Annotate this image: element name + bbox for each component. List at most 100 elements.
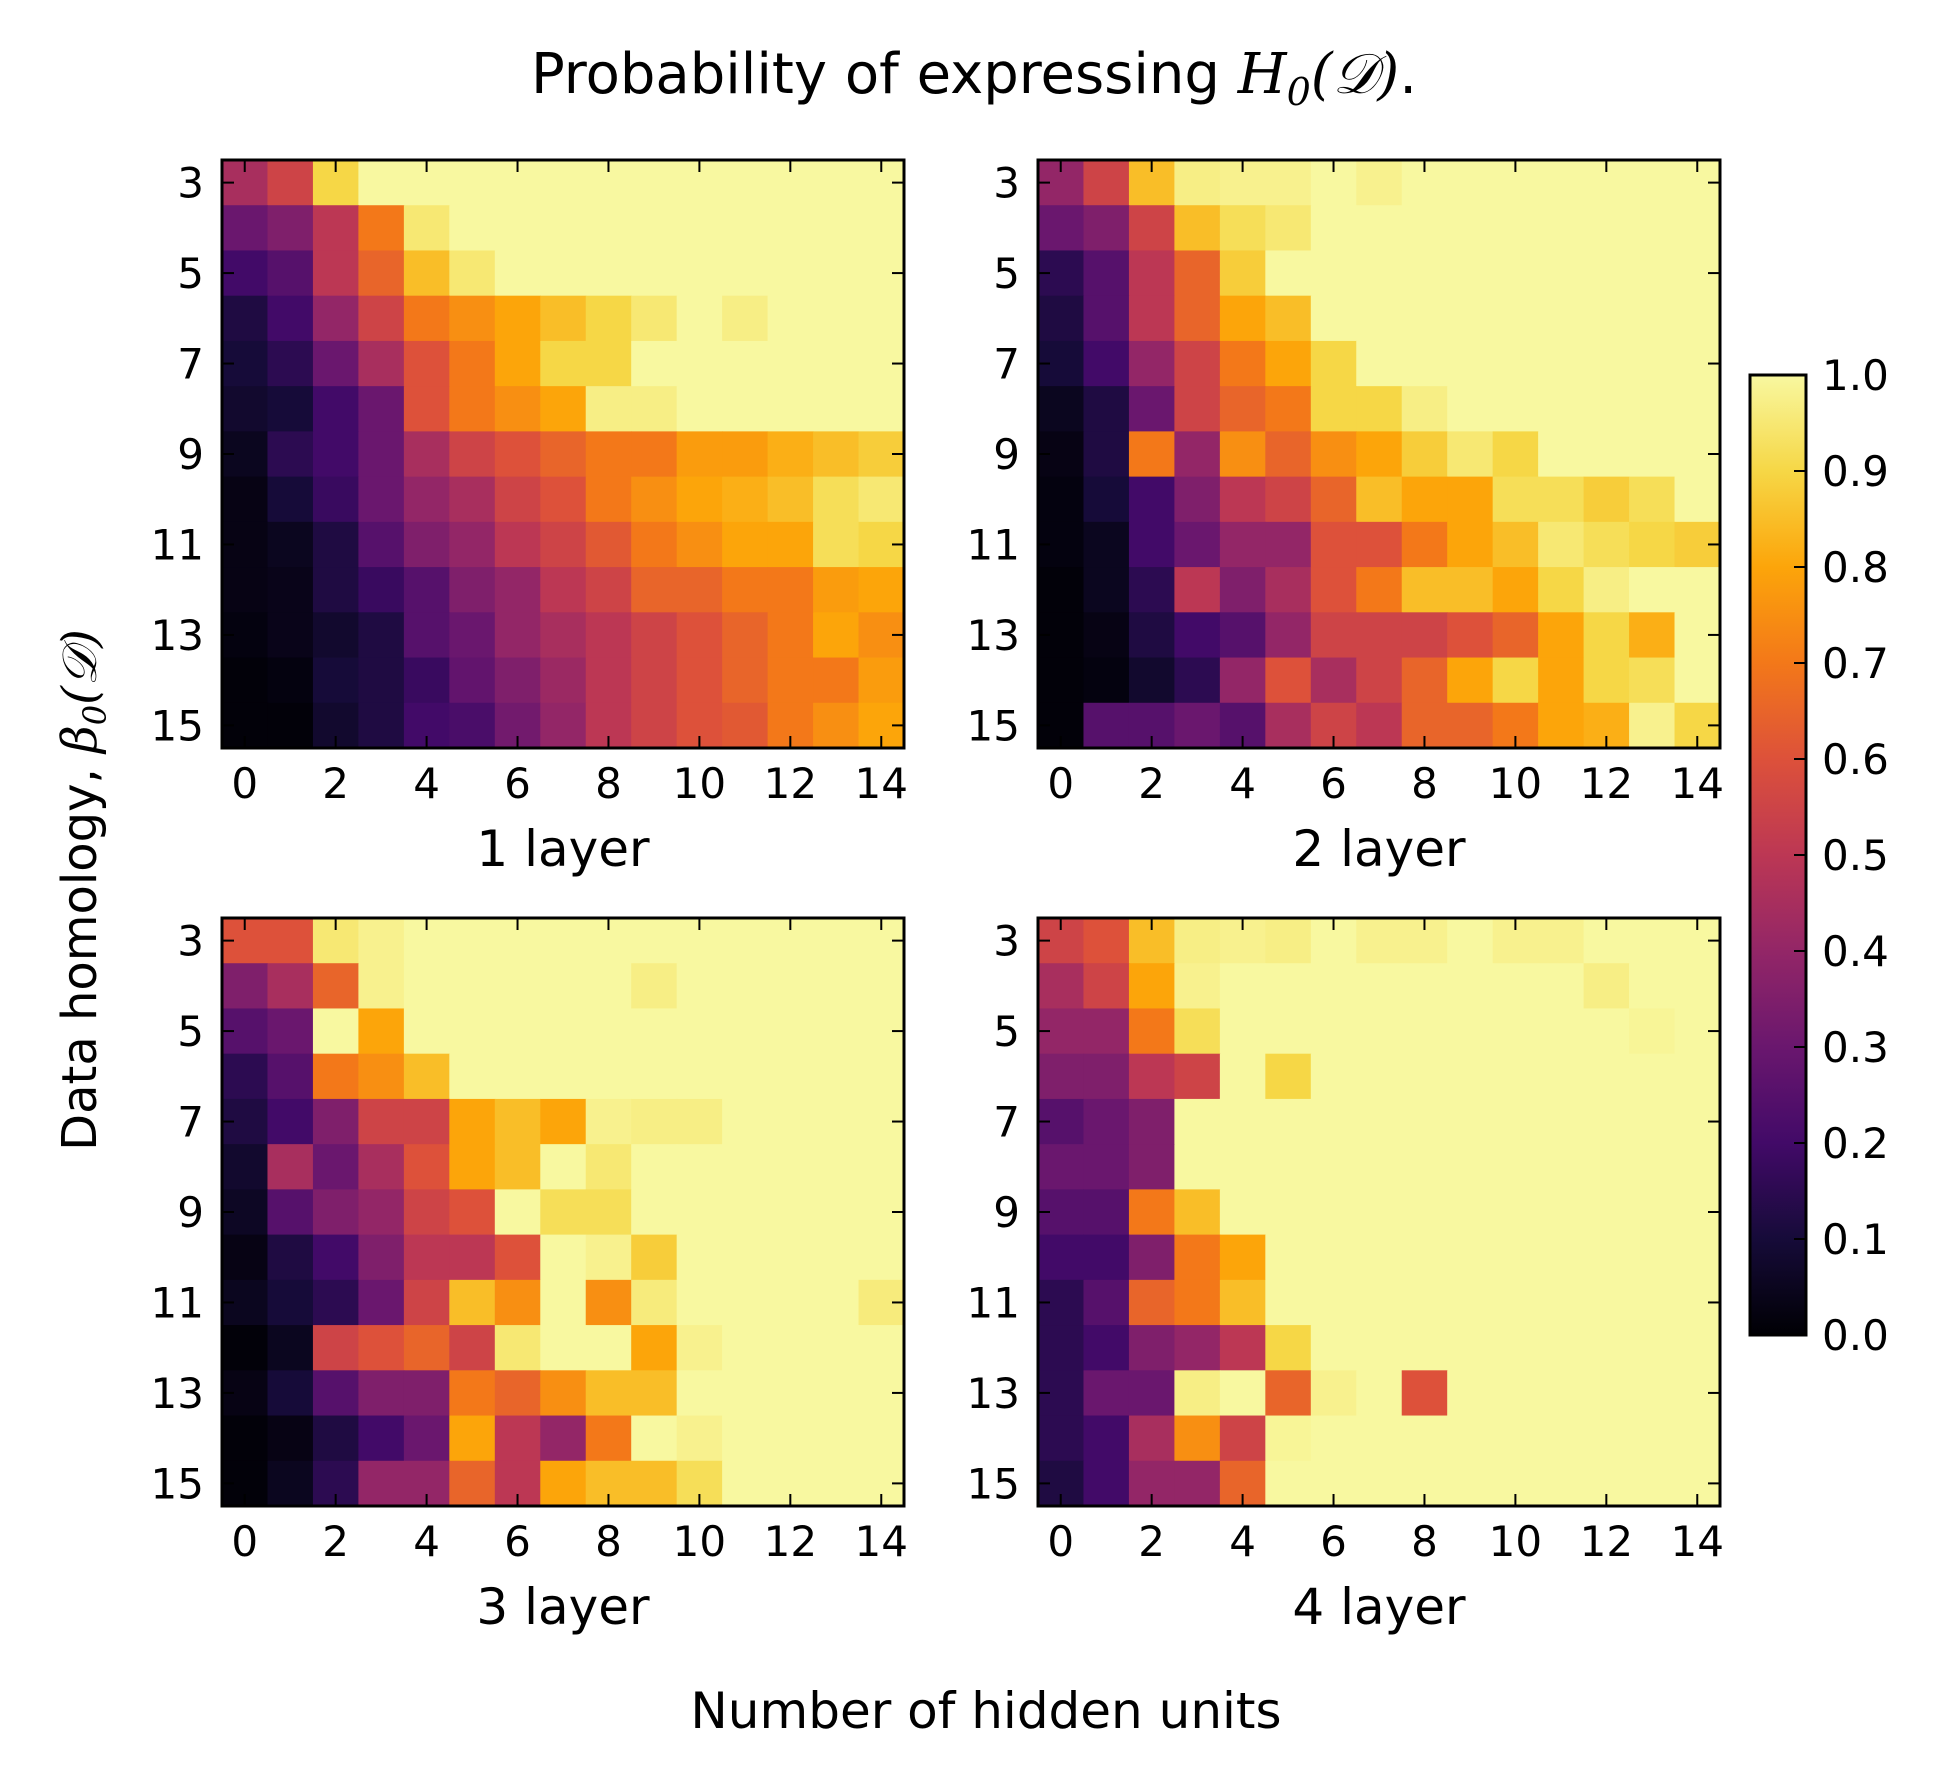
heatmap-cell [1538, 612, 1585, 659]
heatmap-cell [1538, 1279, 1585, 1326]
x-tick-label: 8 [595, 1517, 622, 1566]
heatmap-cell [494, 1053, 541, 1100]
figure-title-math: H [1237, 42, 1288, 107]
heatmap-cell [1401, 1098, 1448, 1145]
heatmap-cell [585, 205, 632, 252]
heatmap-cell [1492, 567, 1539, 613]
heatmap-cell [267, 386, 314, 432]
heatmap-cell [1265, 612, 1312, 659]
heatmap-cell [1265, 1370, 1312, 1417]
heatmap-cell [540, 963, 587, 1010]
heatmap-cell [767, 431, 814, 478]
y-tick-label: 11 [151, 1278, 204, 1327]
x-tick-label: 8 [1411, 759, 1438, 808]
heatmap-cell [222, 476, 269, 523]
heatmap-cell [222, 1415, 269, 1462]
heatmap-cell [676, 612, 723, 659]
heatmap-cell [1310, 1053, 1357, 1100]
heatmap-cell [585, 963, 632, 1010]
heatmap-cell [767, 1144, 814, 1190]
heatmap-cell [1629, 918, 1676, 964]
heatmap-cell [312, 295, 359, 342]
heatmap-cell [267, 205, 314, 252]
heatmap-cell [540, 1053, 587, 1100]
heatmap-cell [1492, 431, 1539, 478]
heatmap-cell [813, 160, 860, 206]
heatmap-cell [722, 160, 769, 206]
heatmap-cell [267, 1370, 314, 1417]
heatmap-cell [1219, 657, 1266, 704]
heatmap-cell [1219, 1325, 1266, 1371]
heatmap-cell [1629, 1008, 1676, 1055]
heatmap-cell [813, 1325, 860, 1371]
heatmap-cell [1629, 431, 1676, 478]
x-tick-label: 8 [595, 759, 622, 808]
heatmap-cell [1265, 295, 1312, 342]
heatmap-cell [1538, 1234, 1585, 1281]
heatmap-cell [1492, 386, 1539, 432]
heatmap-cell [540, 431, 587, 478]
heatmap-cell [1401, 1189, 1448, 1236]
heatmap-cell [767, 1008, 814, 1055]
heatmap-cell [540, 521, 587, 568]
heatmap-cell [1538, 1144, 1585, 1190]
heatmap-cell [267, 1008, 314, 1055]
heatmap-cell [1310, 1234, 1357, 1281]
x-tick-label: 4 [1229, 1517, 1256, 1566]
heatmap-cell [540, 1098, 587, 1145]
heatmap-cell [449, 1415, 496, 1462]
heatmap-cell [676, 340, 723, 387]
x-tick-label: 2 [322, 1517, 349, 1566]
heatmap-cell [267, 295, 314, 342]
heatmap-cell [1219, 1098, 1266, 1145]
heatmap-cell [1128, 963, 1175, 1010]
heatmap-cell [540, 612, 587, 659]
heatmap-cell [1401, 295, 1448, 342]
heatmap-cell [1674, 1144, 1721, 1190]
heatmap-cell [1128, 1370, 1175, 1417]
heatmap-cell [1174, 1053, 1221, 1100]
heatmap-cell [222, 657, 269, 704]
heatmap-cell [1401, 431, 1448, 478]
heatmap-cell [267, 340, 314, 387]
heatmap-cell [1083, 657, 1130, 704]
heatmap-cell [403, 1098, 450, 1145]
heatmap-cell [222, 386, 269, 432]
heatmap-cell [1401, 1234, 1448, 1281]
heatmap-cell [540, 567, 587, 613]
heatmap-cell [267, 1279, 314, 1326]
heatmap-cell [1083, 567, 1130, 613]
heatmap-cell [1538, 521, 1585, 568]
x-tick-label: 12 [1580, 759, 1633, 808]
heatmap-cell [1583, 1234, 1630, 1281]
heatmap-cell [676, 1189, 723, 1236]
colorbar-tick-label: 0.9 [1822, 447, 1889, 496]
heatmap-cell [1174, 1144, 1221, 1190]
y-tick-label: 9 [993, 1188, 1020, 1237]
heatmap-cell [358, 295, 405, 342]
heatmap-cell [1447, 250, 1494, 297]
heatmap-cell [1356, 160, 1403, 206]
x-tick-label: 14 [855, 759, 908, 808]
heatmap-cell [1356, 657, 1403, 704]
heatmap-cell [540, 918, 587, 964]
heatmap-cell [494, 205, 541, 252]
heatmap-cell [1356, 1370, 1403, 1417]
y-tick-label: 5 [993, 1007, 1020, 1056]
heatmap-cell [312, 1415, 359, 1462]
heatmap-cell [1219, 250, 1266, 297]
heatmap-cell [1219, 1189, 1266, 1236]
heatmap-cell [494, 521, 541, 568]
heatmap-cell [813, 521, 860, 568]
heatmap-cell [267, 1460, 314, 1507]
heatmap-cell [767, 657, 814, 704]
heatmap-cell [767, 340, 814, 387]
panel-xlabel: 4 layer [1292, 1578, 1466, 1636]
heatmap-cell [676, 1415, 723, 1462]
heatmap-cell [1219, 521, 1266, 568]
heatmap-cell [1583, 1008, 1630, 1055]
heatmap-cell [1629, 386, 1676, 432]
heatmap-cell [722, 205, 769, 252]
heatmap-panel-1: 0 2 4 6 8 10 12 14 3 5 7 9 11 13 15 1 layer [151, 158, 908, 878]
